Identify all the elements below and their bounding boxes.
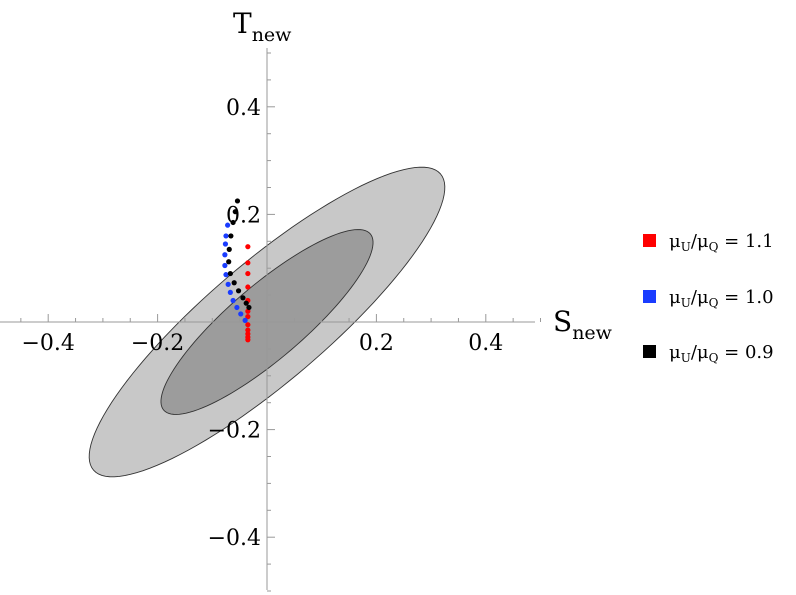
x-axis-title-main: S [553, 305, 572, 338]
series-0.9 [226, 198, 252, 311]
x-axis-title-sub: new [572, 322, 612, 344]
y-axis-title-sub: new [252, 24, 292, 46]
legend-label-part: Q [709, 351, 719, 365]
legend-label-part: μ [697, 231, 709, 252]
y-axis-ticks: −0.4 −0.2 0.2 0.4 [208, 52, 275, 592]
axes: −0.4 −0.2 0.2 0.4 −0.4 −0.2 0.2 0.4 [0, 48, 541, 592]
legend-entry: μU/μQ = 1.0 [643, 287, 774, 310]
legend-label-part: = 0.9 [718, 342, 773, 363]
legend-label-part: / [691, 287, 698, 308]
data-point [225, 281, 231, 287]
legend-label-part: μ [669, 231, 681, 252]
data-point [245, 284, 251, 290]
legend-label-part: μ [669, 342, 681, 363]
legend-swatch [643, 234, 656, 247]
data-point [234, 304, 240, 311]
x-tick-label: 0.4 [468, 331, 503, 356]
legend-label: μU/μQ = 1.0 [669, 287, 774, 310]
data-point [223, 272, 229, 278]
legend-entry: μU/μQ = 1.1 [643, 231, 774, 254]
data-point [246, 304, 252, 311]
legend: μU/μQ = 1.1μU/μQ = 1.0μU/μQ = 0.9 [643, 231, 774, 365]
data-point [245, 337, 251, 343]
x-tick-label: −0.4 [21, 331, 74, 356]
legend-label-part: = 1.0 [718, 287, 773, 308]
data-point [230, 219, 236, 226]
legend-label-part: U [681, 240, 691, 254]
data-points [222, 198, 252, 343]
series-1.0 [222, 222, 248, 323]
y-axis-title: Tnew [233, 7, 292, 46]
x-tick-label: −0.2 [131, 331, 184, 356]
x-axis-title: Snew [553, 305, 613, 344]
data-point [222, 252, 228, 258]
data-point [245, 244, 251, 250]
legend-label-part: = 1.1 [718, 231, 773, 252]
data-point [231, 280, 237, 286]
y-tick-label: −0.4 [208, 526, 261, 551]
data-point [245, 327, 251, 333]
data-point [222, 262, 228, 269]
legend-label-part: μ [697, 287, 709, 308]
data-point [245, 314, 251, 320]
legend-swatch [643, 290, 656, 303]
y-tick-label: 0.4 [226, 96, 261, 121]
data-point [242, 317, 248, 323]
legend-label-part: μ [697, 342, 709, 363]
data-point [232, 209, 238, 215]
legend-label-part: U [681, 296, 691, 310]
legend-label-part: Q [709, 296, 719, 310]
legend-label-part: Q [709, 240, 719, 254]
data-point [245, 270, 251, 277]
legend-label-part: / [691, 342, 698, 363]
legend-label-part: / [691, 231, 698, 252]
data-point [245, 322, 251, 328]
data-point [240, 295, 246, 301]
data-point [226, 259, 232, 265]
data-point [238, 311, 244, 317]
data-point [235, 288, 242, 294]
y-tick-label: 0.2 [226, 203, 261, 228]
data-point [245, 260, 251, 266]
x-tick-label: 0.2 [359, 331, 394, 356]
y-tick-label: −0.2 [208, 419, 261, 444]
data-point [228, 233, 234, 239]
data-point [225, 222, 231, 228]
data-point [222, 241, 229, 247]
data-point [230, 297, 236, 304]
data-point [226, 246, 232, 252]
legend-label-part: μ [669, 287, 681, 308]
y-axis-title-main: T [233, 7, 252, 40]
legend-label-part: U [681, 351, 691, 365]
data-point [243, 300, 249, 306]
data-point [227, 270, 233, 277]
legend-label: μU/μQ = 1.1 [669, 231, 774, 254]
legend-swatch [643, 345, 656, 358]
legend-entry: μU/μQ = 0.9 [643, 342, 774, 365]
data-point [223, 233, 229, 239]
data-point [227, 289, 233, 296]
legend-label: μU/μQ = 0.9 [669, 342, 774, 365]
x-axis-ticks: −0.4 −0.2 0.2 0.4 [20, 314, 541, 356]
data-point [234, 198, 241, 204]
